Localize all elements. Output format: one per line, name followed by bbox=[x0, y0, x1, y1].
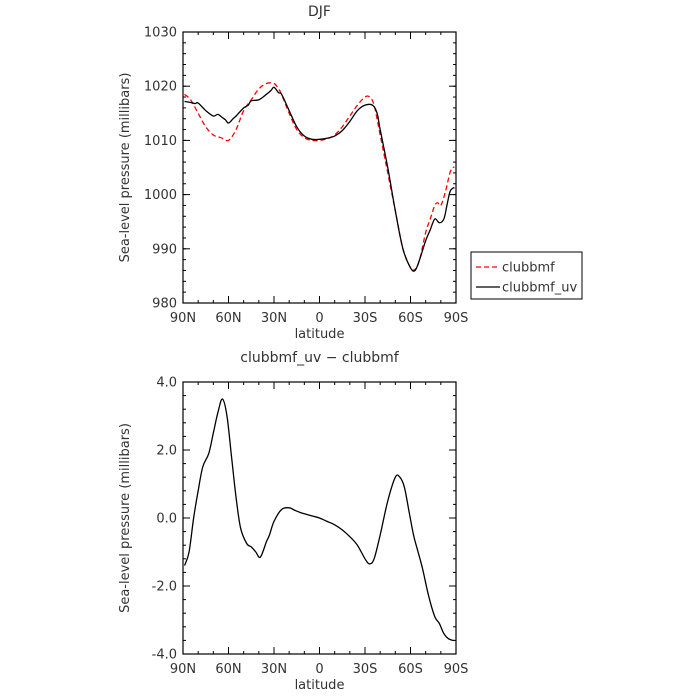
x-tick-label: 30N bbox=[261, 311, 287, 326]
y-tick-label: 0.0 bbox=[156, 512, 177, 527]
x-tick-label: 0 bbox=[315, 311, 323, 326]
x-tick-label: 60N bbox=[215, 662, 241, 677]
chart-title: DJF bbox=[308, 4, 331, 20]
x-tick-label: 30N bbox=[261, 662, 287, 677]
legend-label-clubbmf-uv: clubbmf_uv bbox=[502, 281, 577, 296]
difference-line bbox=[183, 398, 455, 642]
legend-label-clubbmf: clubbmf bbox=[502, 261, 555, 276]
x-tick-label: 60S bbox=[398, 311, 423, 326]
x-tick-label: 90N bbox=[170, 311, 196, 326]
x-axis-label: latitude bbox=[295, 678, 345, 693]
y-axis-label: Sea-level pressure (millibars) bbox=[118, 423, 133, 613]
chart-title: clubbmf_uv − clubbmf bbox=[240, 350, 399, 366]
y-tick-label: 2.0 bbox=[156, 444, 177, 459]
y-tick-label: 1020 bbox=[144, 80, 177, 95]
x-tick-label: 60S bbox=[398, 662, 423, 677]
x-tick-label: 90S bbox=[444, 311, 469, 326]
chart-panel-1: DJF 90N 60N 30N 0 30S 60S 90S 980 990 1000 1010 1020… bbox=[118, 4, 583, 342]
x-tick-label: 30S bbox=[353, 311, 378, 326]
series-line-clubbmf bbox=[184, 82, 455, 272]
y-axis-label: Sea-level pressure (millibars) bbox=[118, 73, 133, 263]
y-tick-label: -2.0 bbox=[152, 580, 177, 595]
y-tick-label: 980 bbox=[152, 297, 177, 312]
x-tick-label: 60N bbox=[215, 311, 241, 326]
y-tick-label: 1030 bbox=[144, 26, 177, 41]
x-axis-label: latitude bbox=[295, 327, 345, 342]
legend: clubbmf clubbmf_uv bbox=[470, 251, 583, 300]
plot-frame bbox=[182, 31, 457, 304]
x-tick-label: 30S bbox=[353, 662, 378, 677]
y-tick-label: 990 bbox=[152, 242, 177, 257]
legend-box bbox=[470, 251, 583, 300]
y-tick-label: 1000 bbox=[144, 188, 177, 203]
y-tick-label: 1010 bbox=[144, 134, 177, 149]
y-tick-label: -4.0 bbox=[152, 648, 177, 663]
y-tick-label: 4.0 bbox=[156, 376, 177, 391]
x-tick-label: 90S bbox=[444, 662, 469, 677]
x-tick-label: 90N bbox=[170, 662, 196, 677]
series-line-clubbmf-uv bbox=[184, 86, 455, 272]
chart-panel-2: clubbmf_uv − clubbmf 90N 60N 30N 0 30S 60S 90S -… bbox=[118, 350, 468, 693]
x-tick-label: 0 bbox=[315, 662, 323, 677]
